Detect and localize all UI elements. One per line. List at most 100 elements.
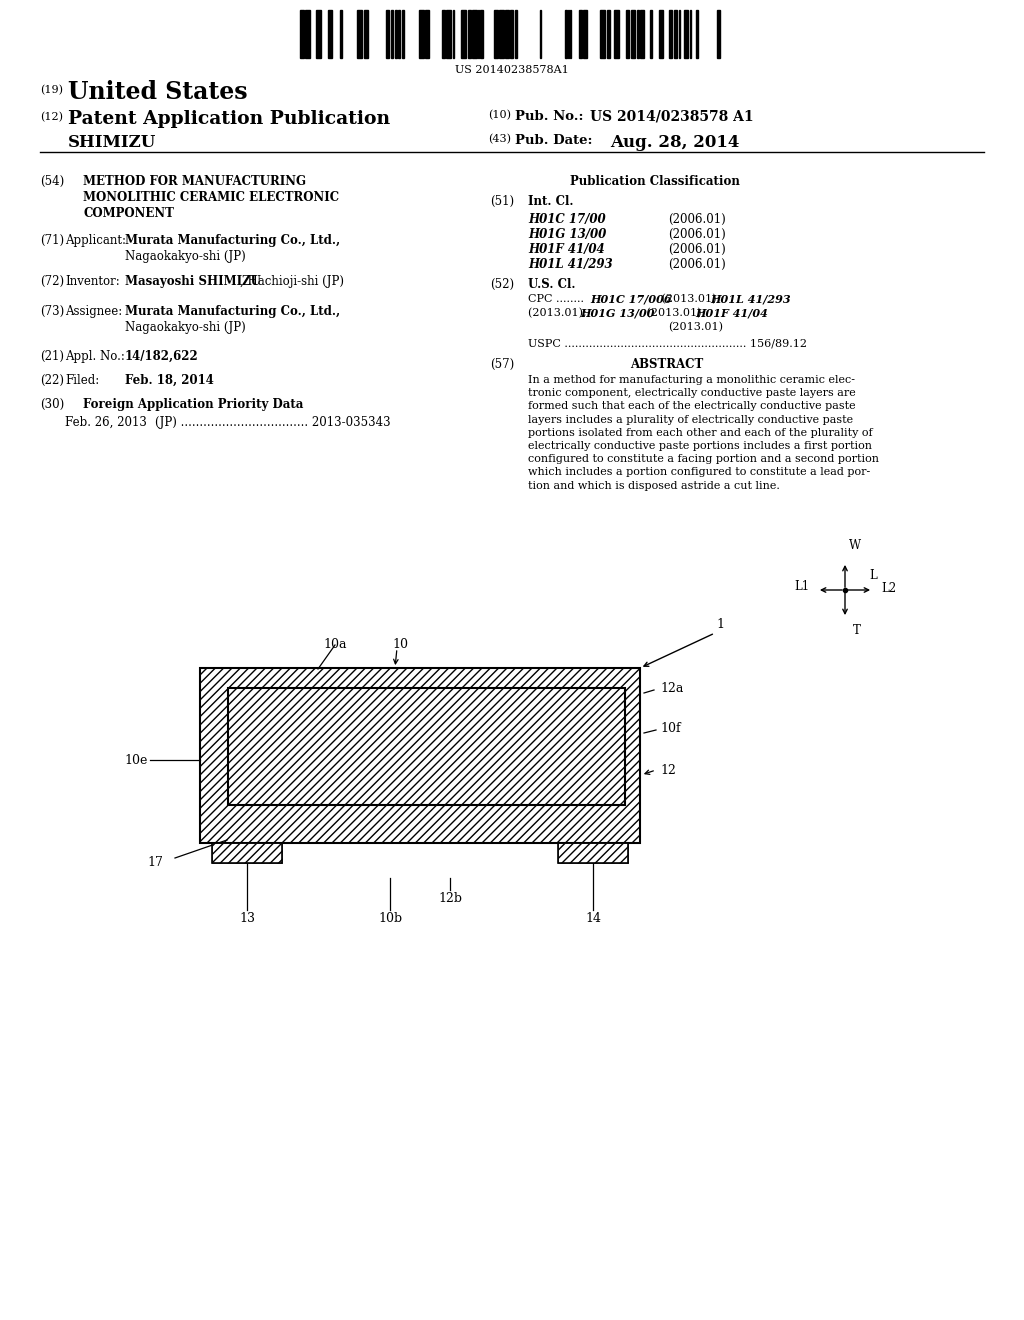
Text: Assignee:: Assignee: (65, 305, 122, 318)
Text: CPC ........: CPC ........ (528, 294, 584, 304)
Text: Applicant:: Applicant: (65, 234, 126, 247)
Bar (558, 843, 628, 863)
Bar (494, 11, 498, 58)
Bar (391, 11, 393, 58)
Bar (565, 11, 567, 58)
Bar (631, 11, 635, 58)
Text: 13: 13 (239, 912, 255, 924)
Text: Aug. 28, 2014: Aug. 28, 2014 (610, 135, 739, 150)
Bar (696, 11, 698, 58)
Text: Inventor:: Inventor: (65, 275, 120, 288)
Bar (600, 11, 605, 58)
Text: (2013.01);: (2013.01); (528, 308, 590, 318)
Text: H01F 41/04: H01F 41/04 (528, 243, 604, 256)
Text: 12: 12 (660, 763, 676, 776)
Bar (626, 11, 629, 58)
Text: configured to constitute a facing portion and a second portion: configured to constitute a facing portio… (528, 454, 879, 465)
Bar (442, 11, 445, 58)
Text: ABSTRACT: ABSTRACT (630, 358, 703, 371)
Text: Nagaokakyo-shi (JP): Nagaokakyo-shi (JP) (125, 321, 246, 334)
Text: (52): (52) (490, 279, 514, 290)
Bar (650, 11, 652, 58)
Text: 1: 1 (716, 619, 724, 631)
Text: T: T (853, 624, 861, 638)
Text: (21): (21) (40, 350, 63, 363)
Bar (212, 843, 282, 863)
Bar (472, 11, 477, 58)
Bar (499, 11, 504, 58)
Text: H01C 17/006: H01C 17/006 (590, 294, 672, 305)
Bar (300, 11, 304, 58)
Text: MONOLITHIC CERAMIC ELECTRONIC: MONOLITHIC CERAMIC ELECTRONIC (83, 191, 339, 205)
Bar (515, 11, 517, 58)
Text: L: L (869, 569, 877, 582)
Text: Feb. 18, 2014: Feb. 18, 2014 (125, 374, 214, 387)
Bar (480, 11, 483, 58)
Text: Pub. Date:: Pub. Date: (515, 135, 593, 147)
Text: Filed:: Filed: (65, 374, 99, 387)
Text: (51): (51) (490, 195, 514, 209)
Bar (637, 11, 639, 58)
Text: COMPONENT: COMPONENT (83, 207, 174, 220)
Text: (2006.01): (2006.01) (668, 243, 726, 256)
Text: (2013.01);: (2013.01); (658, 294, 724, 305)
Text: 10e: 10e (125, 754, 148, 767)
Text: Foreign Application Priority Data: Foreign Application Priority Data (83, 399, 303, 411)
Text: 10: 10 (392, 638, 408, 651)
Bar (402, 11, 404, 58)
Text: Nagaokakyo-shi (JP): Nagaokakyo-shi (JP) (125, 249, 246, 263)
Text: SHIMIZU: SHIMIZU (68, 135, 157, 150)
Text: (73): (73) (40, 305, 65, 318)
Text: U.S. Cl.: U.S. Cl. (528, 279, 575, 290)
Bar (669, 11, 672, 58)
Bar (446, 11, 451, 58)
Text: (71): (71) (40, 234, 65, 247)
Bar (316, 11, 321, 58)
Text: Murata Manufacturing Co., Ltd.,: Murata Manufacturing Co., Ltd., (125, 234, 340, 247)
Bar (386, 11, 389, 58)
Text: Pub. No.:: Pub. No.: (515, 110, 584, 123)
Text: 17: 17 (147, 855, 163, 869)
Text: H01C 17/00: H01C 17/00 (528, 213, 605, 226)
Text: (72): (72) (40, 275, 65, 288)
Bar (717, 11, 720, 58)
Text: US 2014/0238578 A1: US 2014/0238578 A1 (590, 110, 754, 124)
Text: (JP) .................................. 2013-035343: (JP) .................................. … (155, 416, 390, 429)
Bar (328, 11, 332, 58)
Text: Publication Classification: Publication Classification (570, 176, 740, 187)
Text: layers includes a plurality of electrically conductive paste: layers includes a plurality of electrica… (528, 414, 853, 425)
Text: Appl. No.:: Appl. No.: (65, 350, 125, 363)
Bar (640, 11, 644, 58)
Text: 14/182,622: 14/182,622 (125, 350, 199, 363)
Text: USPC .................................................... 156/89.12: USPC ...................................… (528, 338, 807, 348)
Text: (30): (30) (40, 399, 65, 411)
Bar (364, 11, 368, 58)
Bar (579, 11, 582, 58)
Text: H01G 13/00: H01G 13/00 (528, 228, 606, 242)
Text: H01F 41/04: H01F 41/04 (695, 308, 768, 319)
Bar (425, 11, 429, 58)
Text: H01L 41/293: H01L 41/293 (710, 294, 791, 305)
Text: H01L 41/293: H01L 41/293 (528, 257, 612, 271)
Text: 12a: 12a (660, 681, 683, 694)
Text: In a method for manufacturing a monolithic ceramic elec-: In a method for manufacturing a monolith… (528, 375, 855, 385)
Bar (398, 11, 400, 58)
Bar (357, 11, 362, 58)
Bar (228, 688, 625, 805)
Bar (614, 11, 618, 58)
Text: (22): (22) (40, 374, 63, 387)
Text: Murata Manufacturing Co., Ltd.,: Murata Manufacturing Co., Ltd., (125, 305, 340, 318)
Text: , Hachioji-shi (JP): , Hachioji-shi (JP) (240, 275, 344, 288)
Text: (43): (43) (488, 135, 511, 144)
Text: 14: 14 (585, 912, 601, 924)
Text: (54): (54) (40, 176, 65, 187)
Text: (2013.01): (2013.01) (668, 322, 723, 333)
Bar (228, 688, 625, 805)
Text: Feb. 26, 2013: Feb. 26, 2013 (65, 416, 146, 429)
Bar (419, 11, 424, 58)
Text: (2006.01): (2006.01) (668, 257, 726, 271)
Text: (12): (12) (40, 112, 63, 123)
Text: H01G 13/00: H01G 13/00 (580, 308, 654, 319)
Text: L1: L1 (794, 579, 809, 593)
Text: (2006.01): (2006.01) (668, 228, 726, 242)
